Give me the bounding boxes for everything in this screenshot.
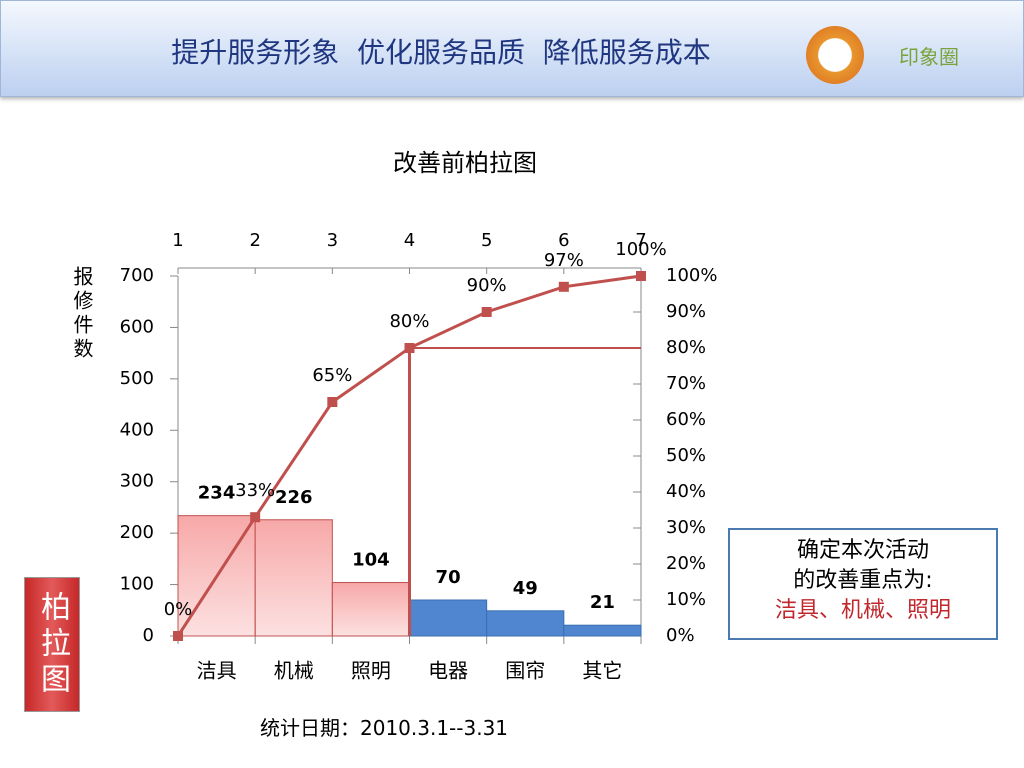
cumulative-label: 80% xyxy=(389,311,429,332)
logo-text: 印象圈 xyxy=(899,45,959,69)
footnote: 统计日期：2010.3.1--3.31 xyxy=(260,716,509,740)
y-tick-label: 200 xyxy=(120,522,154,543)
cumulative-label: 0% xyxy=(164,599,193,620)
x2-tick-label: 2 xyxy=(249,230,260,251)
x-tick-label: 电器 xyxy=(428,659,468,683)
callout-line: 的改善重点为: xyxy=(793,568,933,593)
side-tag: 柏拉图 xyxy=(24,577,80,712)
y-tick-label: 100 xyxy=(120,574,154,595)
cumulative-point xyxy=(558,281,569,292)
y2-tick-label: 20% xyxy=(666,553,706,574)
y-tick-label: 300 xyxy=(120,471,154,492)
cumulative-label: 65% xyxy=(312,365,352,386)
header-title: 提升服务形象 优化服务品质 降低服务成本 xyxy=(171,36,711,69)
y2-tick-label: 10% xyxy=(666,589,706,610)
x-tick-label: 照明 xyxy=(351,659,391,683)
header: 提升服务形象 优化服务品质 降低服务成本 印象圈 xyxy=(0,0,1024,97)
x2-tick-label: 5 xyxy=(481,230,492,251)
cumulative-label: 97% xyxy=(544,250,584,271)
x-tick-label: 围帘 xyxy=(505,659,545,683)
bar xyxy=(563,624,642,637)
y2-tick-label: 90% xyxy=(666,301,706,322)
bar-value-label: 234 xyxy=(198,483,236,504)
x2-tick-label: 1 xyxy=(172,230,183,251)
y2-tick-label: 60% xyxy=(666,409,706,430)
y2-tick-label: 70% xyxy=(666,373,706,394)
cumulative-point xyxy=(327,397,338,407)
cumulative-point xyxy=(636,271,646,281)
bar xyxy=(331,582,411,637)
y2-tick-label: 100% xyxy=(666,265,717,286)
cumulative-label: 90% xyxy=(467,275,507,296)
bar-value-label: 21 xyxy=(590,592,615,613)
x-tick-label: 其它 xyxy=(582,659,622,683)
y2-tick-label: 40% xyxy=(666,481,706,502)
y2-tick-label: 30% xyxy=(666,517,706,538)
y-tick-label: 0 xyxy=(143,625,154,646)
bar xyxy=(486,610,565,637)
callout-line: 确定本次活动 xyxy=(796,538,929,563)
chart-title: 改善前柏拉图 xyxy=(393,149,537,177)
x-tick-label: 机械 xyxy=(274,659,314,683)
y-axis-label: 报修件数 xyxy=(70,266,94,362)
x2-tick-label: 3 xyxy=(327,230,338,251)
cumulative-point xyxy=(173,631,183,641)
logo xyxy=(806,26,864,84)
bar-value-label: 49 xyxy=(513,578,538,599)
x2-tick-label: 7 xyxy=(635,230,646,251)
x2-tick-label: 6 xyxy=(558,230,569,251)
cumulative-point xyxy=(250,512,261,523)
y-tick-label: 600 xyxy=(120,316,154,337)
cumulative-label: 100% xyxy=(615,239,666,260)
bar-value-label: 104 xyxy=(352,550,390,571)
cumulative-point xyxy=(481,307,492,317)
bar xyxy=(254,519,333,637)
callout: 确定本次活动 的改善重点为: 洁具、机械、照明 xyxy=(728,528,998,640)
y-tick-label: 500 xyxy=(120,368,154,389)
x2-tick-label: 4 xyxy=(404,230,415,251)
x-tick-label: 洁具 xyxy=(197,659,237,683)
bar xyxy=(409,599,488,637)
y2-tick-label: 50% xyxy=(666,445,706,466)
bar-value-label: 70 xyxy=(436,567,461,588)
y2-tick-label: 80% xyxy=(666,337,706,358)
y-tick-label: 400 xyxy=(120,419,154,440)
callout-highlight: 洁具、机械、照明 xyxy=(774,598,951,623)
bar-value-label: 226 xyxy=(275,487,313,508)
cumulative-label: 33% xyxy=(235,480,275,501)
cumulative-point xyxy=(404,343,415,353)
y2-tick-label: 0% xyxy=(666,625,695,646)
y-tick-label: 700 xyxy=(120,265,154,286)
